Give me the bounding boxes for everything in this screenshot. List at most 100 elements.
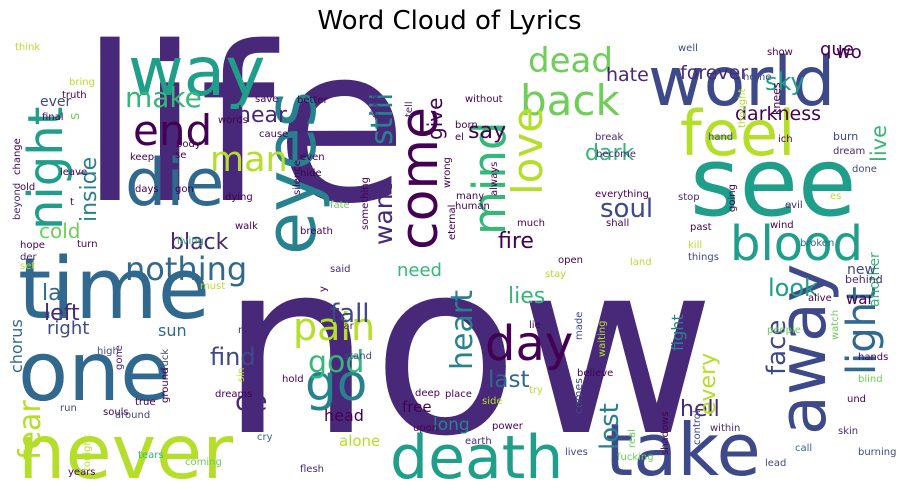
word-call: call bbox=[795, 443, 812, 454]
word-burn: burn bbox=[833, 130, 858, 143]
word-people: people bbox=[767, 325, 801, 336]
word-die: die bbox=[125, 146, 224, 221]
word-ich: ich bbox=[778, 134, 793, 145]
word-de: de bbox=[235, 387, 268, 417]
word-war: war bbox=[846, 290, 874, 308]
word-side: side bbox=[482, 396, 503, 407]
word-lies: lies bbox=[508, 284, 545, 309]
word-eternal: eternal bbox=[447, 205, 458, 240]
word-past: past bbox=[690, 222, 712, 233]
word-coming: coming bbox=[185, 457, 222, 468]
word-time: time bbox=[18, 240, 210, 339]
word-pain: pain bbox=[293, 305, 375, 349]
word-gone: gone bbox=[114, 345, 125, 370]
word-t: t bbox=[70, 197, 74, 208]
word-every: every bbox=[696, 353, 721, 415]
word-fuck: fuck bbox=[160, 349, 171, 370]
word-sky: sky bbox=[765, 68, 805, 96]
word-true: true bbox=[135, 397, 156, 408]
word-real: real bbox=[627, 429, 638, 448]
word-now: now bbox=[220, 209, 715, 489]
word-ground: ground bbox=[160, 368, 171, 403]
word-earth: earth bbox=[465, 436, 492, 447]
word-break: break bbox=[595, 132, 624, 143]
word-hand: hand bbox=[708, 132, 733, 143]
word-need: need bbox=[397, 260, 442, 281]
word-und: und bbox=[847, 394, 866, 405]
word-lie: lie bbox=[529, 320, 541, 331]
word-nothing: nothing bbox=[125, 250, 247, 288]
word-wind: wind bbox=[770, 220, 794, 231]
word-set: set bbox=[20, 261, 35, 272]
word-leave: leave bbox=[60, 167, 87, 178]
word-dying: dying bbox=[225, 192, 253, 203]
word-breath: breath bbox=[300, 226, 333, 237]
word-new: new bbox=[847, 262, 876, 278]
word-old: old bbox=[20, 182, 35, 193]
word-gon: gon bbox=[175, 184, 194, 195]
word-try: try bbox=[529, 385, 543, 396]
word-inside: inside bbox=[77, 157, 102, 222]
word-land: land bbox=[630, 257, 652, 268]
word-hear: hear bbox=[237, 103, 288, 128]
word-forever: forever bbox=[680, 62, 748, 84]
word-close: close bbox=[370, 92, 381, 118]
word-come: come bbox=[390, 107, 450, 250]
word-turn: turn bbox=[77, 239, 98, 250]
word-upon: upon bbox=[413, 423, 438, 434]
word-far: far bbox=[340, 321, 355, 332]
word-give: give bbox=[423, 98, 447, 140]
word-days: days bbox=[135, 184, 159, 195]
word-hate: hate bbox=[606, 64, 649, 86]
word-better: better bbox=[297, 95, 328, 106]
word-words: words bbox=[218, 115, 248, 126]
word-alone: alone bbox=[339, 432, 380, 450]
word-feel: feel bbox=[680, 97, 795, 170]
word-blind: blind bbox=[858, 374, 883, 385]
word-silence: silence bbox=[292, 160, 303, 195]
word-stay: stay bbox=[545, 269, 566, 280]
word-done: done bbox=[852, 164, 877, 175]
word-another: another bbox=[867, 252, 883, 307]
word-go: go bbox=[305, 354, 367, 412]
word-show: show bbox=[767, 47, 793, 58]
word-life: life bbox=[80, 0, 407, 251]
word-eyes: eyes bbox=[250, 91, 332, 255]
word-control: control bbox=[692, 410, 703, 445]
word-always: always bbox=[489, 162, 500, 196]
word-human: human bbox=[455, 201, 490, 212]
word-made: made bbox=[574, 312, 585, 340]
word-chorus: chorus bbox=[7, 319, 26, 373]
word-stand: stand bbox=[344, 351, 372, 362]
word-dark: dark bbox=[585, 141, 634, 166]
word-night: night bbox=[18, 107, 74, 230]
word-body: body bbox=[176, 139, 201, 150]
word-take: take bbox=[605, 408, 761, 490]
word-tears: tears bbox=[138, 450, 164, 461]
word-name: name bbox=[238, 325, 266, 336]
word-darkness: darkness bbox=[735, 103, 821, 125]
word-years: years bbox=[68, 467, 96, 478]
word-que: que bbox=[820, 39, 854, 60]
word-place: place bbox=[445, 389, 472, 400]
word-way: way bbox=[128, 33, 266, 112]
word-end: end bbox=[133, 106, 212, 155]
word-hell: hell bbox=[680, 397, 720, 422]
word-think: think bbox=[15, 42, 40, 53]
word-many: many bbox=[456, 191, 484, 202]
word-sin: sin bbox=[236, 368, 247, 382]
word-everything: everything bbox=[595, 189, 649, 200]
word-within: within bbox=[710, 423, 740, 434]
word-believe: believe bbox=[577, 368, 613, 379]
word-back: back bbox=[520, 76, 620, 125]
word-living: living bbox=[177, 236, 204, 247]
word-deep: deep bbox=[415, 388, 440, 399]
word-es: es bbox=[830, 191, 841, 202]
word-se: se bbox=[175, 150, 186, 161]
word-fight: fight bbox=[668, 314, 687, 351]
word-lives: lives bbox=[565, 447, 588, 458]
word-even: even bbox=[300, 152, 325, 163]
word-s: s bbox=[67, 113, 83, 120]
word-walk: walk bbox=[235, 221, 258, 232]
word-hold: hold bbox=[282, 374, 304, 385]
